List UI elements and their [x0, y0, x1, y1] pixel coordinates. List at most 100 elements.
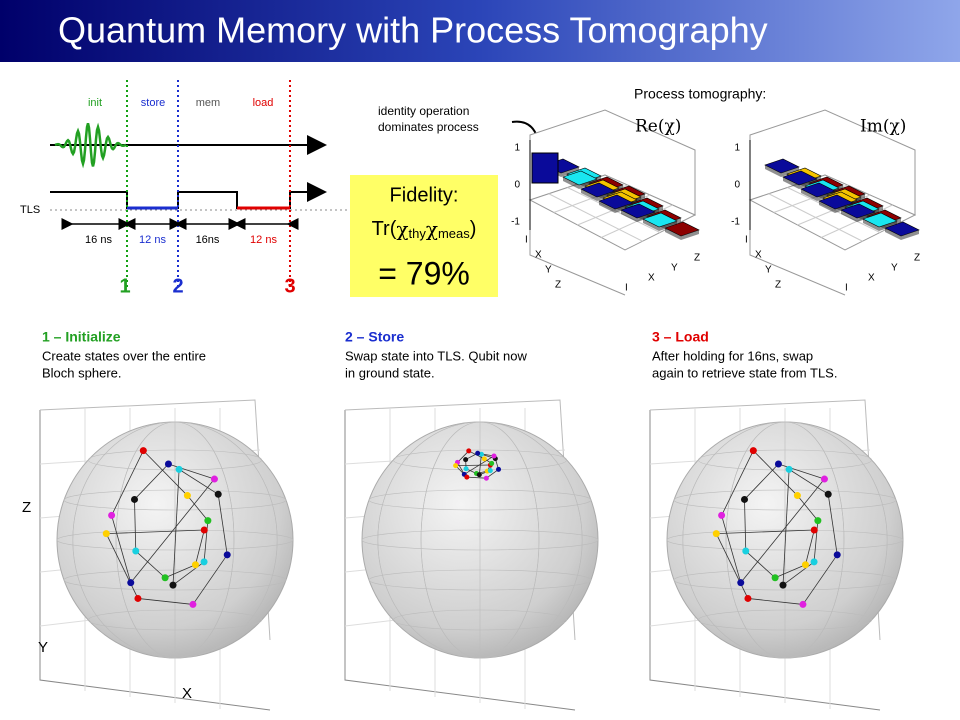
z-tick-label: -1 [511, 217, 520, 228]
state-edge [782, 561, 815, 586]
state-point [463, 457, 469, 463]
state-edge [164, 564, 196, 579]
step-title: 3 – Load [652, 329, 709, 345]
state-edge [805, 529, 815, 565]
matrix-tile-side [765, 165, 799, 177]
state-point [466, 448, 472, 454]
state-point [820, 475, 828, 483]
state-edge [111, 450, 144, 516]
state-point [478, 451, 484, 457]
z-tick-label: -1 [731, 217, 740, 228]
axis-label: I [845, 283, 848, 294]
state-point [801, 561, 809, 569]
state-edge [192, 554, 228, 605]
state-edge [721, 515, 742, 583]
state-edge [105, 533, 139, 599]
matrix-tile-side [599, 201, 633, 213]
step-text: Bloch sphere. [42, 365, 122, 380]
state-point [744, 594, 752, 602]
state-point [476, 472, 482, 478]
axis-label: Y [38, 639, 48, 656]
state-edge [130, 478, 215, 583]
matrix-tile-side [581, 189, 615, 201]
panel-label: Im(χ) [860, 117, 906, 137]
state-point [793, 492, 801, 500]
sphere-latitude [392, 609, 568, 631]
state-point [740, 495, 748, 503]
axis-label: Y [765, 265, 772, 276]
state-edge [464, 455, 495, 475]
sphere-latitude [697, 449, 873, 471]
tomography-title: Process tomography: [634, 86, 766, 102]
state-edge [797, 495, 819, 521]
state-point [483, 475, 489, 481]
state-point [189, 600, 197, 608]
state-point [749, 447, 757, 455]
axis-label: I [625, 283, 628, 294]
state-edge [134, 463, 169, 500]
state-point [496, 466, 502, 472]
state-edge [143, 450, 188, 496]
matrix-tile-side [801, 189, 835, 201]
fidelity-box [350, 175, 498, 297]
phase-label: load [253, 97, 274, 109]
state-edge [740, 478, 825, 583]
state-edge [788, 469, 829, 495]
bloch-frame [344, 410, 576, 711]
state-point [491, 453, 497, 459]
state-point [214, 490, 222, 498]
phase-label: mem [196, 97, 220, 109]
sphere-latitude [673, 569, 897, 591]
state-edge [802, 554, 838, 605]
sphere-latitude [87, 449, 263, 471]
state-point [134, 594, 142, 602]
step-marker: 2 [172, 275, 183, 297]
axis-label: I [525, 235, 528, 246]
state-edge [137, 598, 193, 605]
state-point [130, 495, 138, 503]
axis-label: Z [775, 280, 781, 291]
pulse-sequence: init store mem load TLS 16 ns 12 ns 16ns 12 ns 1 2… [20, 80, 372, 297]
sphere-latitude [63, 569, 287, 591]
matrix-tile-side [819, 201, 853, 213]
state-edge [466, 476, 487, 479]
state-point [453, 463, 459, 469]
wave-packet [54, 122, 127, 169]
state-point [712, 530, 720, 538]
z-tick-label: 0 [734, 180, 740, 191]
phase-label: init [88, 97, 102, 109]
state-point [463, 466, 469, 472]
state-edge [778, 463, 825, 480]
matrix-tile-side [563, 177, 597, 189]
state-point [164, 460, 172, 468]
duration-label: 16 ns [85, 234, 112, 246]
state-point [718, 511, 726, 519]
sphere-latitude [697, 609, 873, 631]
axis-label: Z [914, 253, 920, 264]
state-edge [168, 463, 215, 480]
state-point [487, 468, 493, 474]
state-edge [106, 529, 205, 535]
duration-label: 12 ns [139, 234, 166, 246]
fidelity-formula: Tr(χthyχmeas) [372, 217, 477, 242]
sphere-latitude [368, 569, 592, 591]
axis-label: Z [555, 280, 561, 291]
sphere-latitude [673, 489, 897, 511]
state-point [779, 581, 787, 589]
state-edge [172, 561, 205, 586]
panel-label: Re(χ) [635, 117, 681, 137]
annotation: identity operation [378, 104, 469, 118]
sphere-latitude [87, 609, 263, 631]
state-point [200, 526, 208, 534]
axis-label: I [745, 235, 748, 246]
state-edge [716, 529, 815, 535]
state-point [183, 492, 191, 500]
state-point [824, 490, 832, 498]
axis-label: X [755, 250, 762, 261]
state-point [481, 456, 487, 462]
state-edge [134, 499, 137, 552]
axis-label: X [535, 250, 542, 261]
state-edge [782, 469, 790, 586]
